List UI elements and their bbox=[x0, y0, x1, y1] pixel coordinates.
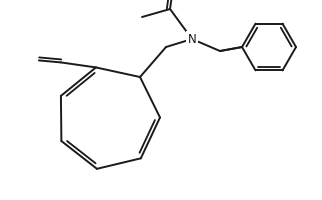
Text: N: N bbox=[188, 33, 196, 46]
